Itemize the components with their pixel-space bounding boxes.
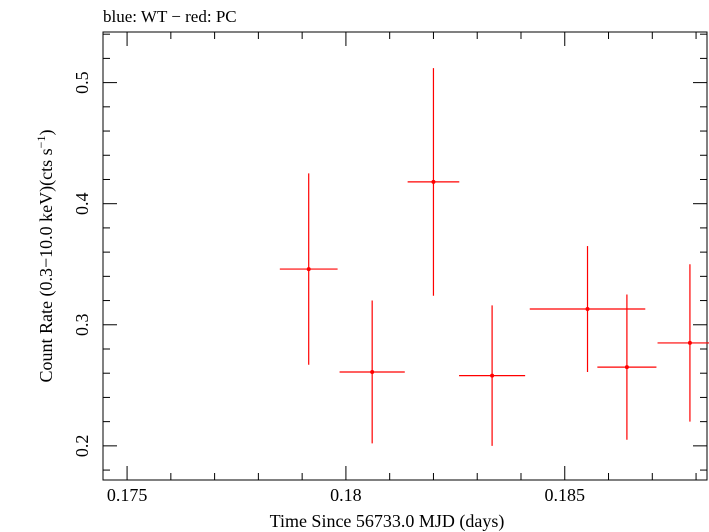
y-axis: 0.2 0.3 0.4 0.5 — [72, 33, 707, 471]
data-point — [407, 68, 460, 296]
y-tick-label: 0.3 — [72, 314, 92, 337]
point-marker — [431, 179, 436, 184]
y-axis-label-main: Count Rate (0.3−10.0 keV)(cts s — [36, 148, 57, 382]
x-tick-label: 0.185 — [545, 485, 586, 505]
y-tick-label: 0.4 — [72, 192, 92, 215]
x-axis-label: Time Since 56733.0 MJD (days) — [270, 511, 505, 532]
x-tick-label: 0.175 — [107, 485, 148, 505]
y-tick-label: 0.2 — [72, 435, 92, 458]
y-tick-label: 0.5 — [72, 71, 92, 94]
data-points — [279, 68, 709, 446]
plot-frame — [102, 31, 708, 481]
point-marker — [490, 373, 495, 378]
y-axis-label-superscript: −1 — [34, 136, 48, 149]
data-point — [597, 294, 657, 440]
y-axis-label-end: ) — [36, 130, 57, 136]
point-marker — [306, 267, 311, 272]
point-marker — [585, 307, 590, 312]
x-tick-label: 0.18 — [330, 485, 362, 505]
data-point — [459, 305, 526, 446]
point-marker — [687, 340, 692, 345]
data-point — [529, 246, 646, 372]
data-point — [339, 300, 405, 444]
point-marker — [370, 369, 375, 374]
data-point — [657, 264, 709, 422]
data-point — [279, 173, 338, 365]
x-axis: 0.175 0.18 0.185 — [107, 32, 697, 505]
y-axis-label: Count Rate (0.3−10.0 keV)(cts s−1) — [34, 130, 57, 383]
chart-title: blue: WT − red: PC — [103, 7, 237, 26]
point-marker — [624, 365, 629, 370]
